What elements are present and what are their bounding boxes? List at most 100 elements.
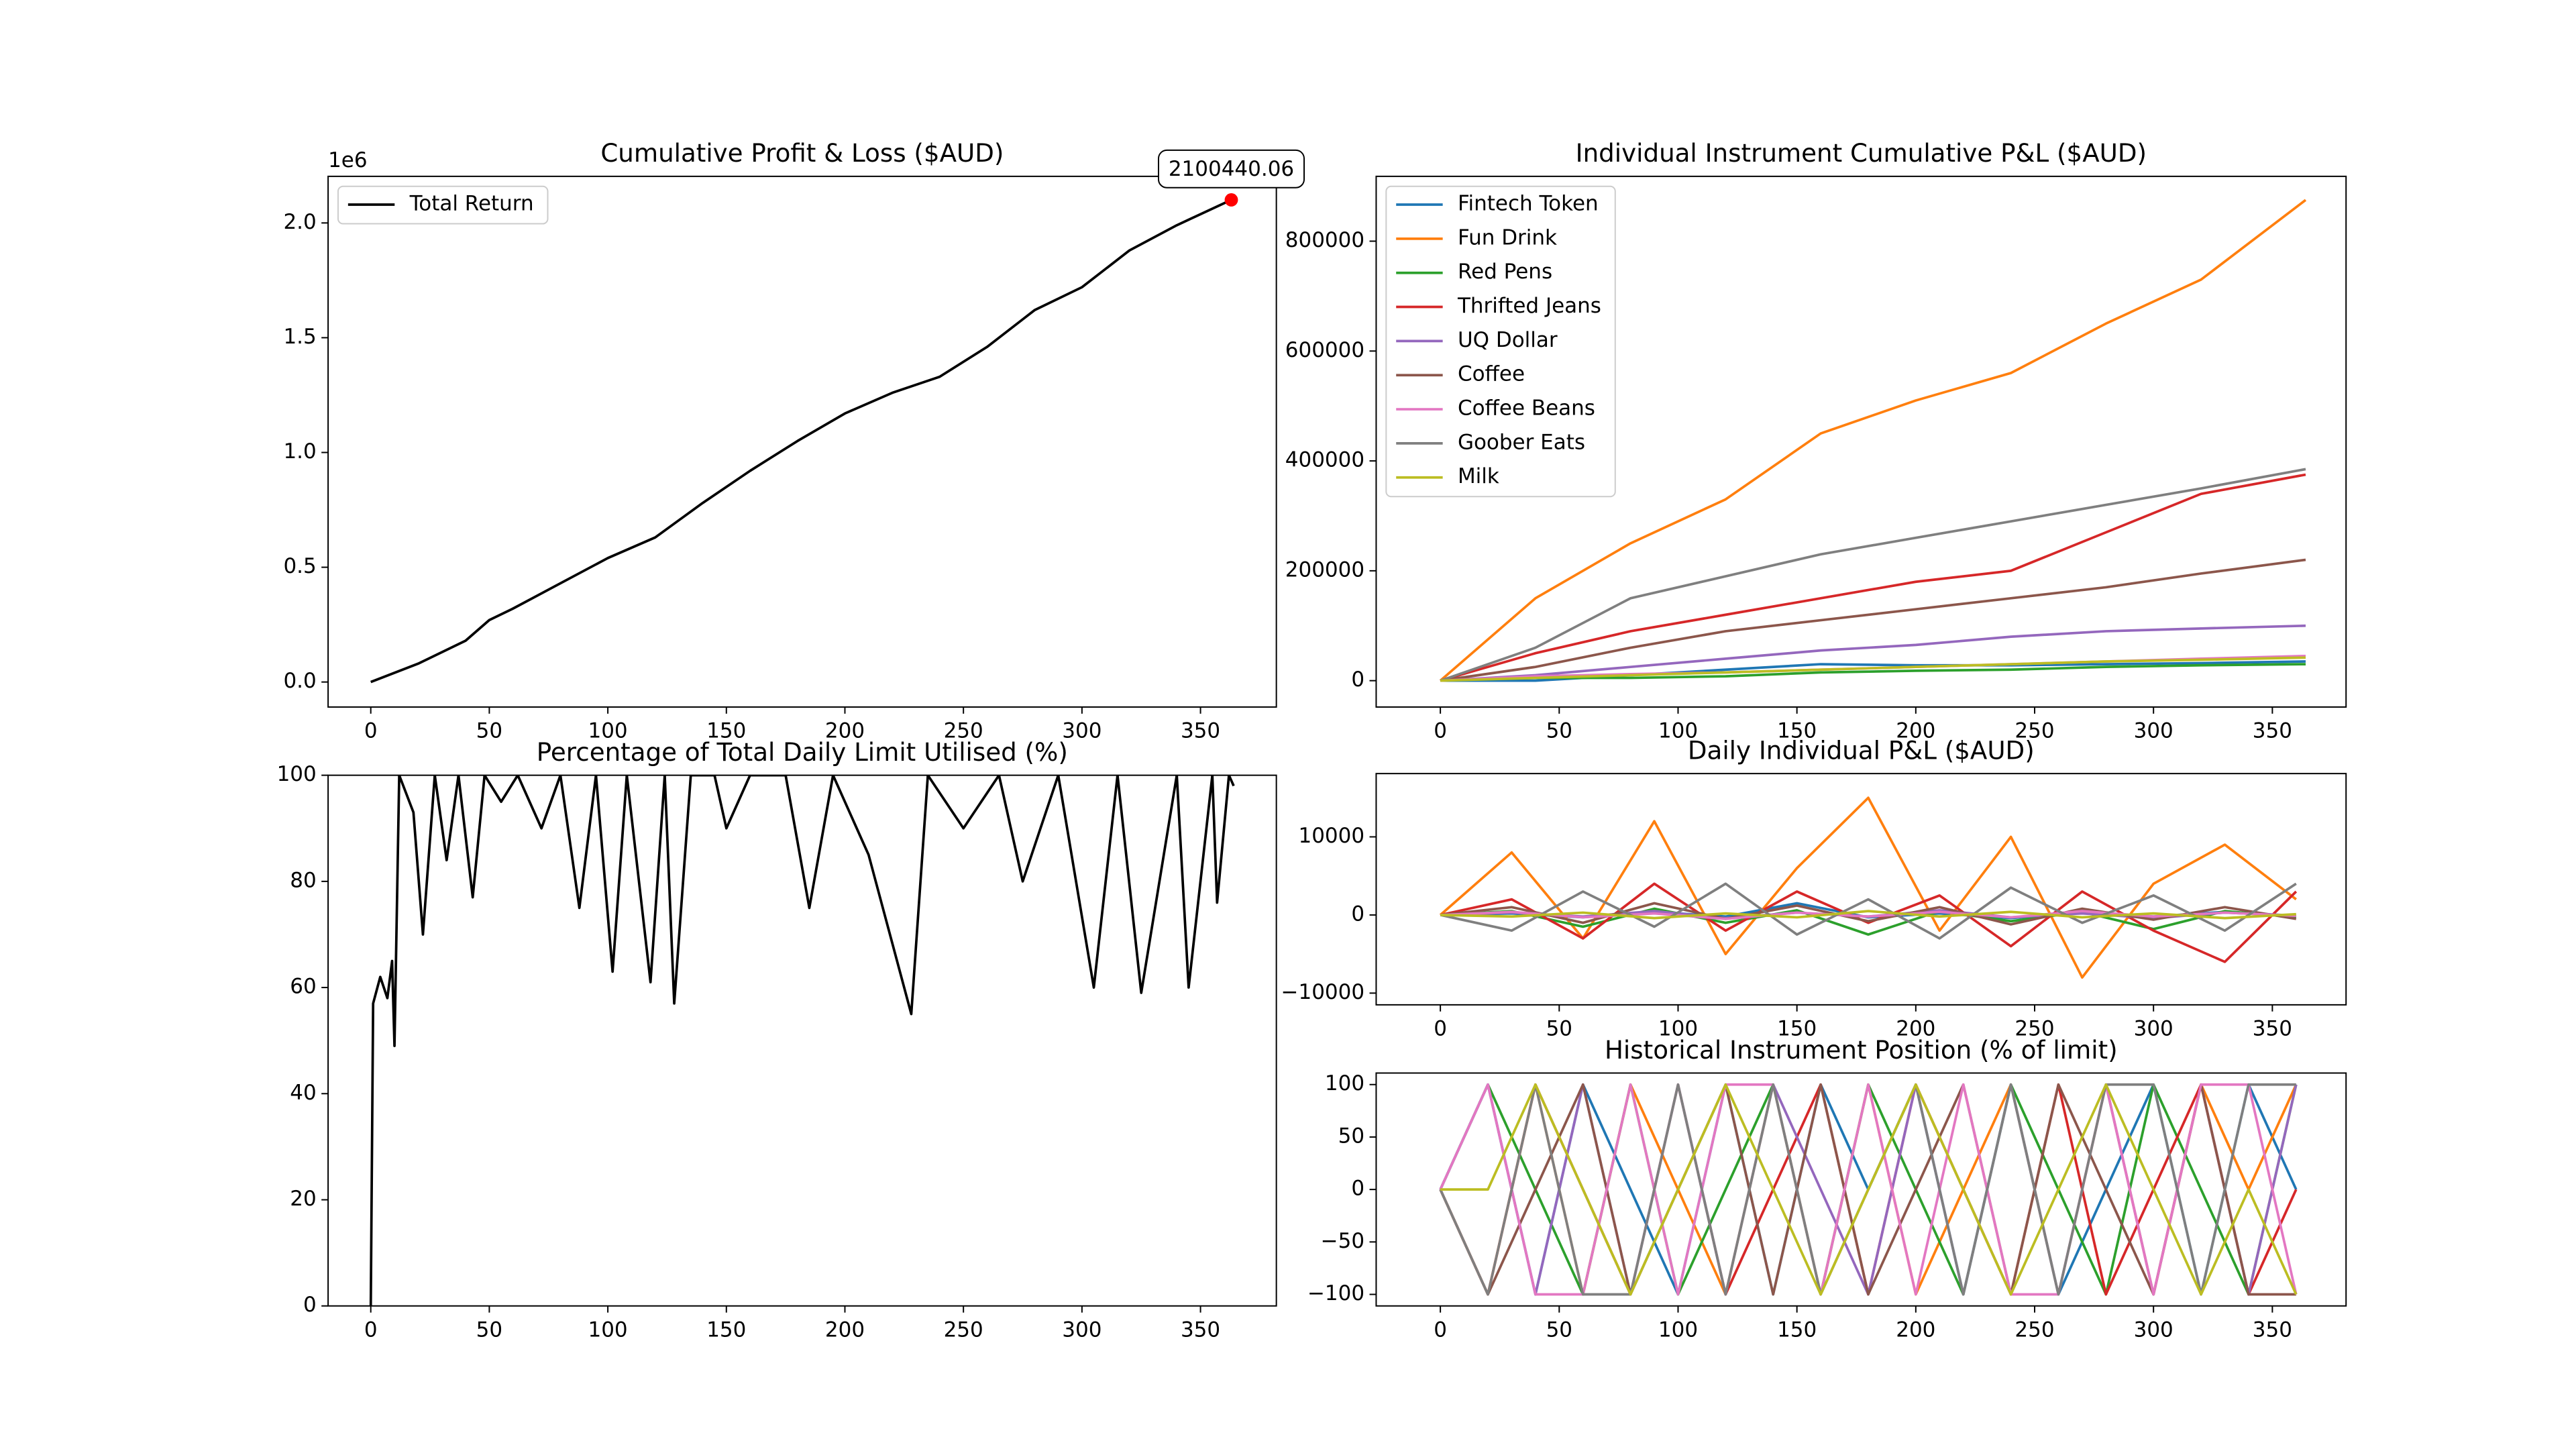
legend-label: Coffee Beans (1458, 396, 1595, 421)
y-tick-label: 100 (277, 762, 317, 786)
y-tick-label: 200000 (1285, 557, 1364, 582)
x-tick-label: 0 (364, 1318, 378, 1342)
legend-label: Total Return (409, 192, 534, 216)
annotation-point (1224, 193, 1238, 207)
x-tick-label: 200 (825, 1318, 865, 1342)
x-tick-label: 300 (1062, 1318, 1102, 1342)
x-tick-label: 50 (1546, 1318, 1572, 1342)
axes-frame (1375, 1072, 2347, 1307)
series-line (1440, 468, 2306, 682)
chart-title: Daily Individual P&L ($AUD) (1688, 735, 2035, 765)
x-tick-label: 150 (706, 1318, 746, 1342)
chart-title: Percentage of Total Daily Limit Utilised… (537, 737, 1068, 767)
axes-frame (1375, 175, 2347, 708)
chart-title: Historical Instrument Position (% of lim… (1605, 1035, 2118, 1065)
y-tick-label: 400000 (1285, 448, 1364, 472)
legend-label: Thrifted Jeans (1457, 294, 1601, 318)
series-line (1440, 902, 2297, 926)
x-tick-label: 0 (364, 719, 378, 743)
x-tick-label: 50 (476, 719, 502, 743)
y-tick-label: 0 (303, 1293, 317, 1317)
y-offset-label: 1e6 (328, 148, 367, 172)
series-line (1440, 473, 2306, 682)
x-tick-label: 250 (944, 1318, 983, 1342)
plot-area (1439, 1083, 2298, 1296)
x-tick-label: 250 (2015, 719, 2054, 743)
series-line (1440, 882, 2297, 940)
x-tick-label: 50 (1546, 719, 1572, 743)
x-tick-label: 150 (1777, 1318, 1817, 1342)
series-line (1440, 663, 2306, 682)
legend-label: Fintech Token (1458, 192, 1599, 216)
series-line (1440, 656, 2306, 682)
x-tick-label: 50 (1546, 1017, 1572, 1041)
axes-frame (327, 774, 1277, 1307)
legend-box (337, 185, 549, 225)
y-tick-label: 60 (290, 975, 316, 999)
series-line (1440, 910, 2296, 920)
annotation-label: 2100440.06 (1169, 157, 1294, 181)
y-tick-label: 2.0 (283, 210, 316, 234)
x-tick-label: 100 (1658, 1017, 1698, 1041)
series-line (1440, 882, 2298, 963)
legend-box (1385, 185, 1616, 498)
x-tick-label: 300 (2134, 1017, 2174, 1041)
y-tick-label: 600000 (1285, 338, 1364, 362)
legend-label: Fun Drink (1458, 225, 1557, 250)
x-tick-label: 50 (476, 1318, 502, 1342)
x-tick-label: 200 (1896, 1318, 1935, 1342)
x-tick-label: 0 (1434, 1318, 1447, 1342)
axes-frame (1375, 773, 2347, 1006)
x-tick-label: 300 (2134, 719, 2174, 743)
x-tick-label: 150 (1777, 719, 1817, 743)
x-tick-label: 200 (1896, 1017, 1935, 1041)
y-tick-label: 0.5 (283, 554, 316, 578)
y-tick-label: 100 (1325, 1071, 1364, 1095)
y-tick-label: 80 (290, 868, 316, 892)
x-tick-label: 350 (1181, 719, 1220, 743)
y-tick-label: 40 (290, 1081, 316, 1105)
x-tick-label: 250 (944, 719, 983, 743)
legend-label: Coffee (1458, 362, 1525, 386)
series-line (1439, 199, 2307, 682)
axes-frame (327, 175, 1277, 708)
legend-label: Red Pens (1458, 260, 1552, 284)
series-line (370, 199, 1232, 684)
chart-title: Cumulative Profit & Loss ($AUD) (600, 138, 1004, 168)
y-tick-label: 0 (1351, 1177, 1364, 1201)
annotation-box (1157, 149, 1305, 189)
plot-area (1439, 796, 2298, 979)
y-tick-label: −10000 (1281, 980, 1365, 1004)
y-tick-label: 0 (1351, 902, 1364, 926)
x-tick-label: 300 (2134, 1318, 2174, 1342)
y-tick-label: 0.0 (283, 669, 316, 693)
x-tick-label: 150 (1777, 1017, 1817, 1041)
series-line (1440, 907, 2296, 936)
y-tick-label: 1.0 (283, 439, 316, 464)
x-tick-label: 100 (588, 1318, 628, 1342)
x-tick-label: 100 (1658, 1318, 1698, 1342)
chart-title: Individual Instrument Cumulative P&L ($A… (1576, 138, 2147, 168)
x-tick-label: 200 (1896, 719, 1935, 743)
x-tick-label: 350 (2253, 719, 2292, 743)
x-tick-label: 350 (1181, 1318, 1220, 1342)
y-tick-label: −100 (1307, 1281, 1364, 1305)
y-tick-label: 800000 (1285, 228, 1364, 252)
y-tick-label: 20 (290, 1187, 316, 1211)
x-tick-label: 350 (2253, 1318, 2292, 1342)
x-tick-label: 0 (1434, 719, 1447, 743)
series-line (1440, 1083, 2298, 1296)
x-tick-label: 100 (588, 719, 628, 743)
x-tick-label: 150 (706, 719, 746, 743)
x-tick-label: 250 (2015, 1017, 2054, 1041)
legend-label: UQ Dollar (1458, 328, 1558, 352)
plot-area (1439, 199, 2307, 682)
plot-area (370, 199, 1232, 684)
series-line (369, 775, 1235, 1306)
y-tick-label: 50 (1338, 1124, 1364, 1148)
series-line (1440, 910, 2296, 920)
x-tick-label: 250 (2015, 1318, 2054, 1342)
x-tick-label: 0 (1434, 1017, 1447, 1041)
